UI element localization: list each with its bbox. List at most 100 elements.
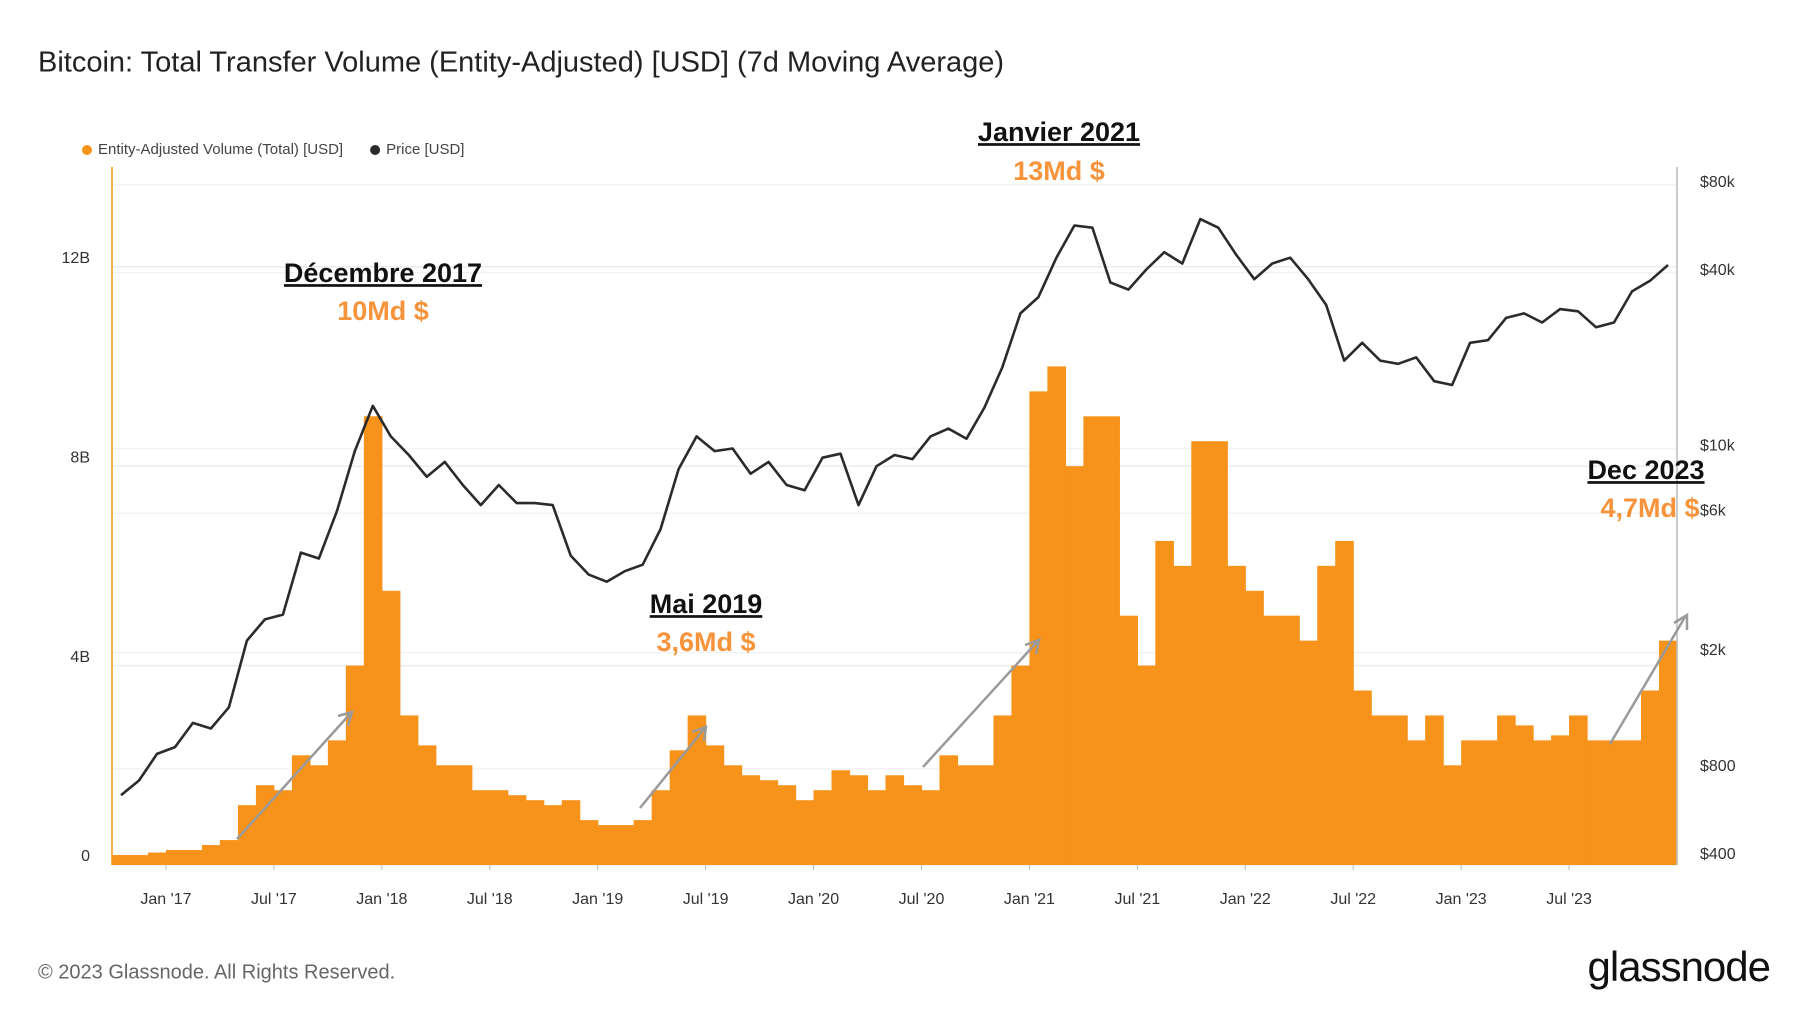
volume-bar (1137, 665, 1156, 865)
volume-bar (507, 795, 527, 865)
y-tick-label: 8B (70, 449, 90, 466)
volume-bar (903, 785, 923, 865)
arrow (1608, 616, 1687, 745)
arrow (639, 728, 705, 809)
y-tick-label: 0 (81, 848, 90, 865)
volume-bar (687, 715, 707, 865)
volume-bar (975, 765, 995, 865)
y2-tick-label: $80k (1700, 174, 1736, 191)
y2-tick-label: $6k (1700, 503, 1727, 520)
volume-bar (1425, 715, 1444, 865)
volume-bar (165, 850, 185, 865)
volume-bar (939, 755, 959, 865)
annotation-title: Décembre 2017 (284, 258, 482, 288)
volume-bar (1209, 441, 1228, 865)
volume-bar (921, 790, 941, 865)
volume-bar (561, 800, 581, 865)
volume-bar (1389, 715, 1408, 865)
volume-bar (633, 820, 653, 865)
x-tick-label: Jul '17 (251, 891, 297, 908)
volume-bar (255, 785, 275, 865)
volume-bar (489, 790, 509, 865)
volume-bar (1533, 740, 1552, 865)
arrow (236, 713, 351, 840)
volume-bar (1605, 740, 1624, 865)
y-tick-label: 12B (62, 250, 90, 267)
x-tick-label: Jan '20 (788, 891, 839, 908)
volume-bar (1335, 540, 1354, 865)
volume-bar (1281, 615, 1300, 865)
volume-bar (1011, 665, 1031, 865)
x-tick-label: Jul '23 (1546, 891, 1592, 908)
volume-bar (327, 740, 347, 865)
volume-bar (669, 750, 689, 865)
volume-bar (1443, 765, 1462, 865)
annotations: Décembre 2017 10Md $ Mai 2019 3,6Md $ Ja… (236, 117, 1705, 840)
volume-bar (1317, 565, 1336, 865)
volume-bar (759, 780, 779, 865)
volume-bar (453, 765, 473, 865)
volume-bar (309, 765, 329, 865)
volume-bar (345, 665, 365, 865)
x-tick-label: Jul '21 (1114, 891, 1160, 908)
volume-bar (1407, 740, 1426, 865)
y2-tick-label: $800 (1700, 758, 1736, 775)
annotation-value: 4,7Md $ (1600, 493, 1699, 523)
volume-bar (1227, 565, 1246, 865)
volume-bar (129, 855, 149, 865)
volume-bar (1173, 565, 1192, 865)
y2-tick-label: $2k (1700, 642, 1727, 659)
arrows (236, 612, 1689, 840)
volume-bar (1299, 640, 1318, 865)
x-tick-label: Jul '19 (683, 891, 729, 908)
y2-tick-label: $400 (1700, 846, 1736, 863)
legend-label: Price [USD] (386, 141, 464, 158)
arrow (922, 641, 1038, 768)
x-tick-label: Jul '20 (899, 891, 945, 908)
volume-bar (1479, 740, 1498, 865)
x-tick-label: Jan '21 (1004, 891, 1055, 908)
volume-bar (813, 790, 833, 865)
volume-bar (993, 715, 1013, 865)
volume-bar (1191, 441, 1210, 865)
volume-bar (1497, 715, 1516, 865)
price-line (120, 217, 1669, 797)
x-tick-label: Jan '18 (356, 891, 407, 908)
volume-bar (1659, 640, 1678, 865)
volume-bar (741, 775, 761, 865)
volume-bar (867, 790, 887, 865)
volume-bar (705, 745, 725, 865)
volume-bar (579, 820, 599, 865)
volume-bar (1047, 366, 1066, 865)
volume-bar (831, 770, 851, 865)
volume-bar (615, 825, 635, 865)
annotation-value: 10Md $ (337, 296, 429, 326)
x-tick-label: Jan '23 (1436, 891, 1487, 908)
volume-bar (1263, 615, 1282, 865)
volume-bar (1461, 740, 1480, 865)
volume-bar (435, 765, 455, 865)
volume-bar (723, 765, 743, 865)
y2-tick-label: $10k (1700, 438, 1736, 455)
volume-bar (795, 800, 815, 865)
annotation-value: 3,6Md $ (656, 627, 755, 657)
volume-bar (237, 805, 257, 865)
volume-bar (1551, 735, 1570, 865)
arrow-head (691, 725, 708, 742)
annotation-title: Janvier 2021 (978, 117, 1140, 147)
chart-title: Bitcoin: Total Transfer Volume (Entity-A… (38, 47, 1004, 79)
volume-bar (1155, 540, 1174, 865)
x-tick-label: Jan '22 (1220, 891, 1271, 908)
arrow-head (337, 710, 354, 727)
volume-bar (777, 785, 797, 865)
volume-bar (525, 800, 545, 865)
volume-bar (1371, 715, 1390, 865)
volume-bar (1623, 740, 1642, 865)
volume-bar (885, 775, 905, 865)
volume-bar (1641, 690, 1660, 865)
annotation-title: Dec 2023 (1587, 455, 1704, 485)
volume-bar (291, 755, 311, 865)
volume-bar (543, 805, 563, 865)
volume-bar (417, 745, 437, 865)
